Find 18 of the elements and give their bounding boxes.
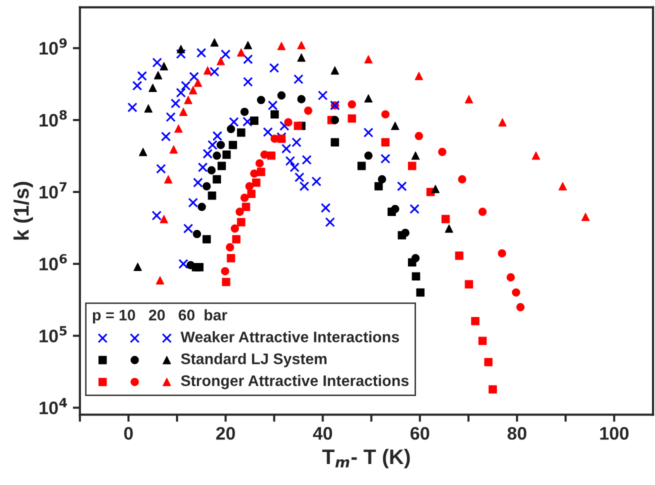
- y-axis-title: k (1/s): [14, 182, 33, 240]
- y-tick-label: 10$^{7}$: [40, 182, 67, 199]
- x-tick-label: 40: [312, 426, 332, 440]
- y-tick-label: 10$^{5}$: [40, 326, 67, 342]
- x-tick-label: 80: [508, 426, 526, 440]
- legend-label: Stronger Attractive Interactions: [180, 374, 409, 390]
- legend-label: Weaker Attractive Interactions: [180, 331, 399, 342]
- x-tick-label: 20: [216, 426, 235, 440]
- x-tick-label: 60: [410, 426, 430, 440]
- y-tick-label: 10$^{4}$: [40, 398, 67, 414]
- x-tick-label: 100: [600, 426, 629, 440]
- y-tick-label: 10$^{6}$: [40, 254, 67, 270]
- legend-title: p = 10 20 60 bar: [92, 309, 228, 324]
- x-axis-title: T$_{m}$- T (K): [322, 448, 410, 468]
- y-tick-label: 10$^{9}$: [40, 38, 67, 55]
- legend-label: Standard LJ System: [180, 353, 326, 368]
- x-tick-label: 0: [124, 426, 133, 440]
- y-tick-label: 10$^{8}$: [40, 110, 67, 127]
